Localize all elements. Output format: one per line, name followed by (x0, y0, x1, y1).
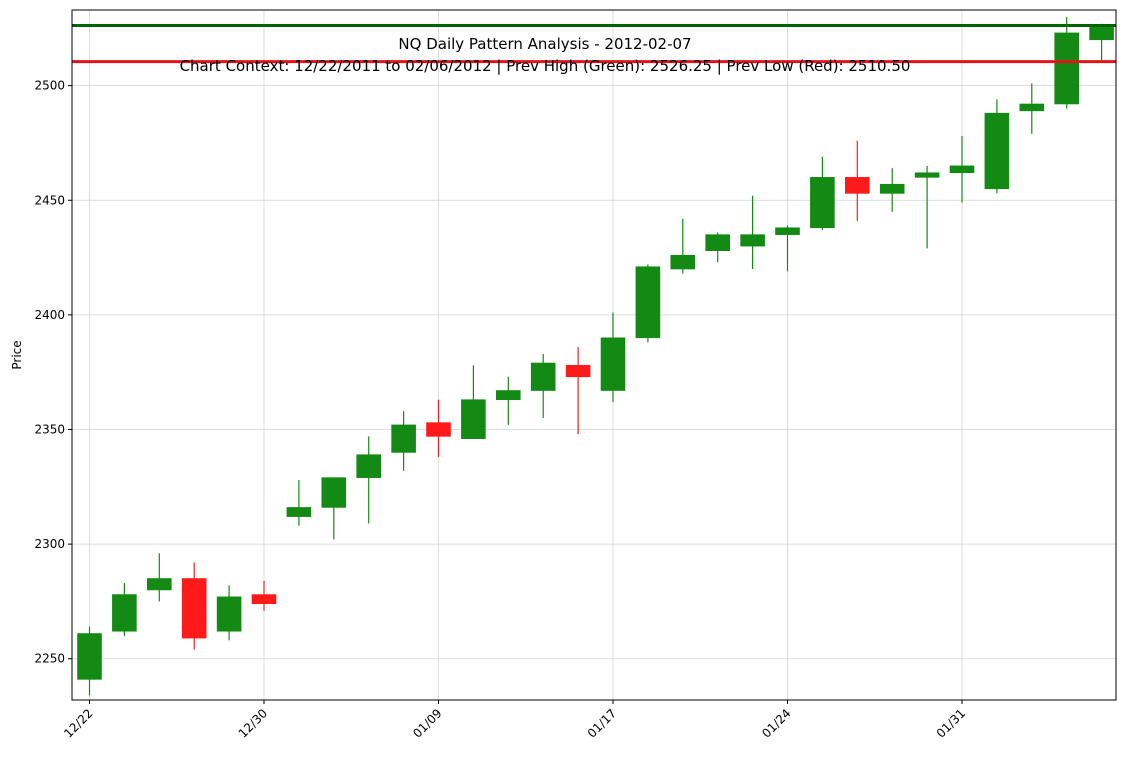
candle-down (844, 140, 870, 221)
candle-down (181, 562, 207, 650)
y-axis-label: Price (10, 340, 24, 369)
x-tick-label: 01/09 (410, 706, 444, 740)
plot-frame (71, 9, 1117, 701)
candle-body (600, 337, 626, 391)
x-tick-label: 12/30 (236, 706, 270, 740)
candle-up (1019, 83, 1045, 134)
candle-body (775, 227, 800, 235)
candle-body (949, 165, 975, 174)
candle-body (565, 365, 591, 378)
candle-down (251, 580, 277, 611)
candle-body (635, 266, 661, 339)
candle-body (1019, 103, 1045, 112)
candle-body (321, 477, 347, 508)
candle-up (635, 264, 661, 343)
candle-up (705, 232, 731, 263)
candle-body (1054, 32, 1079, 105)
candle-body (356, 454, 382, 478)
candle-up (914, 165, 940, 249)
candle-up (461, 365, 486, 439)
candle-body (216, 596, 242, 632)
y-tick-label: 2350 (34, 423, 65, 437)
candle-body (914, 172, 940, 178)
y-tick-label: 2500 (34, 79, 65, 93)
candle-up (740, 195, 765, 270)
candle-up (984, 99, 1010, 194)
x-tick-label: 01/17 (585, 706, 619, 740)
candle-up (77, 626, 102, 696)
candle-up (216, 585, 242, 641)
candle-up (879, 168, 905, 212)
reference-lines (72, 23, 1116, 64)
candle-body (810, 177, 835, 229)
candle-up (810, 156, 835, 231)
candle-body (844, 177, 870, 194)
candle-up (1054, 16, 1079, 109)
y-tick-label: 2400 (34, 308, 65, 322)
candle-up (530, 353, 556, 419)
chart-title: NQ Daily Pattern Analysis - 2012-02-07 (398, 35, 691, 53)
candle-body (495, 390, 521, 401)
candle-body (391, 424, 416, 453)
candle-body (1089, 25, 1114, 41)
candle-down (426, 399, 451, 458)
candle-up (670, 218, 696, 274)
candle-body (461, 399, 486, 439)
x-tick-label: 01/24 (759, 706, 793, 740)
chart-subtitle: Chart Context: 12/22/2011 to 02/06/2012 … (180, 57, 911, 75)
candle-body (670, 254, 696, 270)
candle-body (740, 234, 765, 247)
candle-up (600, 312, 626, 402)
candle-down (565, 346, 591, 435)
candle-up (286, 479, 312, 526)
candle-body (112, 594, 137, 632)
candle-body (147, 578, 172, 591)
y-tick-label: 2250 (34, 652, 65, 666)
candle-layer (77, 16, 1114, 696)
grid-layer (72, 10, 1116, 700)
y-tick-label: 2300 (34, 537, 65, 551)
candle-up (321, 477, 347, 540)
candle-body (181, 578, 207, 639)
candle-body (77, 633, 102, 680)
candle-body (286, 507, 312, 517)
candle-body (879, 183, 905, 194)
candle-up (775, 225, 800, 272)
candle-up (495, 376, 521, 425)
candle-up (391, 411, 416, 471)
candle-up (949, 136, 975, 203)
x-tick-label: 12/22 (61, 706, 95, 740)
candle-body (530, 362, 556, 391)
candle-up (147, 553, 172, 602)
candle-up (1089, 23, 1114, 61)
candle-body (705, 234, 731, 251)
candle-up (356, 436, 382, 524)
candle-body (984, 112, 1010, 190)
candle-body (426, 422, 451, 437)
x-tick-label: 01/31 (934, 706, 968, 740)
candle-up (112, 583, 137, 636)
y-tick-label: 2450 (34, 193, 65, 207)
candle-body (251, 594, 277, 605)
